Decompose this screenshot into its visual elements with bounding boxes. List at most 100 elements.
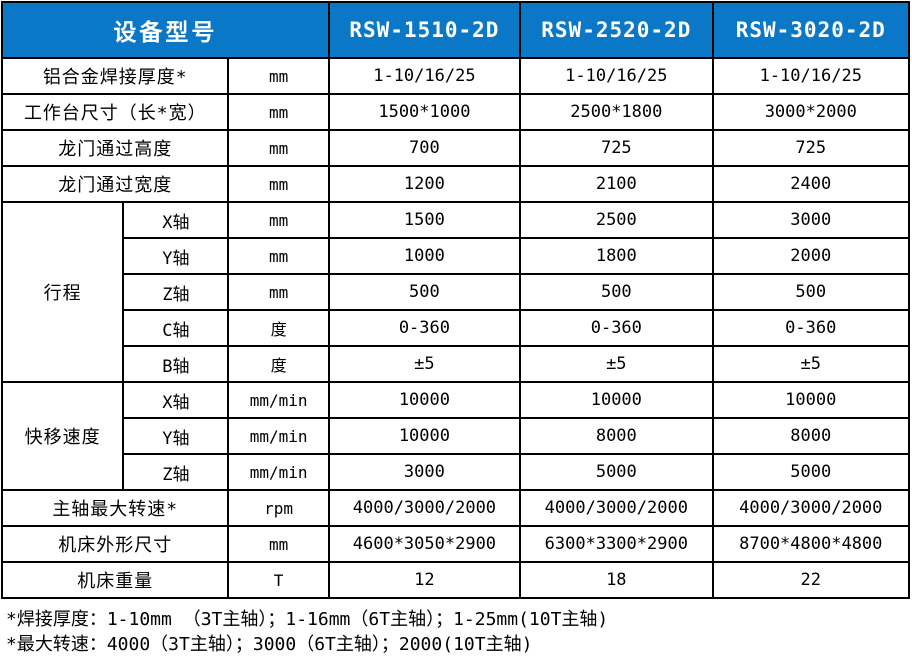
spec-table: 设备型号 RSW-1510-2D RSW-2520-2D RSW-3020-2D… — [0, 1, 911, 599]
value-cell: 1000 — [327, 237, 522, 275]
worktable-size-row: 工作台尺寸（长*宽） mm 1500*1000 2500*1800 3000*2… — [0, 93, 911, 131]
unit-cell: rpm — [227, 489, 330, 527]
value-cell: 2500*1800 — [519, 93, 714, 131]
value-cell: 12 — [327, 561, 522, 599]
axis-cell: Z轴 — [122, 273, 230, 311]
value-cell: 1500*1000 — [327, 93, 522, 131]
rapid-z-row: Z轴 mm/min 3000 5000 5000 — [2, 453, 911, 491]
value-cell: 3000*2000 — [711, 93, 911, 131]
rapid-y-row: Y轴 mm/min 10000 8000 8000 — [2, 417, 911, 455]
model-header-rsw-3020-2d: RSW-3020-2D — [711, 1, 911, 59]
value-cell: 4000/3000/2000 — [519, 489, 714, 527]
unit-cell: mm/min — [227, 381, 330, 419]
value-cell: ±5 — [711, 345, 911, 383]
value-cell: 1-10/16/25 — [519, 57, 714, 95]
axis-cell: Z轴 — [122, 453, 230, 491]
machine-size-row: 机床外形尺寸 mm 4600*3050*2900 6300*3300*2900 … — [0, 525, 911, 563]
value-cell: 18 — [519, 561, 714, 599]
value-cell: 2400 — [711, 165, 911, 203]
axis-cell: C轴 — [122, 309, 230, 347]
value-cell: 10000 — [327, 381, 522, 419]
travel-x-row: 行程 X轴 mm 1500 2500 3000 — [0, 201, 911, 383]
gantry-height-row: 龙门通过高度 mm 700 725 725 — [0, 129, 911, 167]
model-header-rsw-2520-2d: RSW-2520-2D — [519, 1, 714, 59]
unit-cell: mm/min — [227, 417, 330, 455]
unit-cell: mm — [227, 165, 330, 203]
axis-cell: X轴 — [122, 381, 230, 419]
value-cell: 2000 — [711, 237, 911, 275]
value-cell: 4600*3050*2900 — [327, 525, 522, 563]
value-cell: 725 — [519, 129, 714, 167]
footnote-max-speed: *最大转速：4000（3T主轴）；3000（6T主轴）；2000(10T主轴) — [6, 634, 533, 655]
row-label: 龙门通过高度 — [0, 129, 230, 167]
travel-c-row: C轴 度 0-360 0-360 0-360 — [2, 309, 911, 347]
row-label: 铝合金焊接厚度* — [0, 57, 230, 95]
unit-cell: mm — [227, 525, 330, 563]
value-cell: ±5 — [327, 345, 522, 383]
unit-cell: mm/min — [227, 453, 330, 491]
value-cell: 1-10/16/25 — [327, 57, 522, 95]
value-cell: 700 — [327, 129, 522, 167]
unit-cell: mm — [227, 237, 330, 275]
unit-cell: T — [227, 561, 330, 599]
gantry-width-row: 龙门通过宽度 mm 1200 2100 2400 — [0, 165, 911, 203]
value-cell: 1500 — [327, 201, 522, 239]
value-cell: 8000 — [711, 417, 911, 455]
value-cell: 500 — [327, 273, 522, 311]
value-cell: 1800 — [519, 237, 714, 275]
travel-b-row: B轴 度 ±5 ±5 ±5 — [2, 345, 911, 383]
value-cell: 8000 — [519, 417, 714, 455]
rapid-group-label: 快移速度 — [0, 381, 125, 491]
unit-cell: 度 — [227, 309, 330, 347]
axis-cell: B轴 — [122, 345, 230, 383]
value-cell: 0-360 — [327, 309, 522, 347]
value-cell: 3000 — [327, 453, 522, 491]
value-cell: 0-360 — [711, 309, 911, 347]
axis-cell: Y轴 — [122, 237, 230, 275]
value-cell: 22 — [711, 561, 911, 599]
unit-cell: 度 — [227, 345, 330, 383]
value-cell: 1-10/16/25 — [711, 57, 911, 95]
value-cell: 6300*3300*2900 — [519, 525, 714, 563]
spindle-speed-row: 主轴最大转速* rpm 4000/3000/2000 4000/3000/200… — [0, 489, 911, 527]
value-cell: 10000 — [327, 417, 522, 455]
value-cell: 10000 — [519, 381, 714, 419]
rapid-x-row: 快移速度 X轴 mm/min 10000 10000 10000 — [0, 381, 911, 491]
footnotes: *焊接厚度：1-10mm （3T主轴）；1-16mm（6T主轴）；1-25mm(… — [6, 607, 906, 657]
value-cell: 2100 — [519, 165, 714, 203]
unit-cell: mm — [227, 201, 330, 239]
machine-weight-row: 机床重量 T 12 18 22 — [0, 561, 911, 599]
value-cell: 4000/3000/2000 — [327, 489, 522, 527]
row-label: 机床外形尺寸 — [0, 525, 230, 563]
unit-cell: mm — [227, 57, 330, 95]
row-label: 工作台尺寸（长*宽） — [0, 93, 230, 131]
weld-thickness-row: 铝合金焊接厚度* mm 1-10/16/25 1-10/16/25 1-10/1… — [0, 57, 911, 95]
value-cell: 8700*4800*4800 — [711, 525, 911, 563]
value-cell: 2500 — [519, 201, 714, 239]
value-cell: 725 — [711, 129, 911, 167]
header-row: 设备型号 RSW-1510-2D RSW-2520-2D RSW-3020-2D — [1, 1, 911, 59]
model-header-rsw-1510-2d: RSW-1510-2D — [327, 1, 522, 59]
unit-cell: mm — [227, 129, 330, 167]
travel-z-row: Z轴 mm 500 500 500 — [2, 273, 911, 311]
value-cell: ±5 — [519, 345, 714, 383]
axis-cell: Y轴 — [122, 417, 230, 455]
footnote-weld-thickness: *焊接厚度：1-10mm （3T主轴）；1-16mm（6T主轴）；1-25mm(… — [6, 609, 609, 630]
row-label: 机床重量 — [0, 561, 230, 599]
axis-cell: X轴 — [122, 201, 230, 239]
value-cell: 10000 — [711, 381, 911, 419]
value-cell: 5000 — [519, 453, 714, 491]
travel-group-label: 行程 — [0, 201, 125, 383]
value-cell: 500 — [711, 273, 911, 311]
value-cell: 500 — [519, 273, 714, 311]
value-cell: 1200 — [327, 165, 522, 203]
row-label: 龙门通过宽度 — [0, 165, 230, 203]
device-model-header: 设备型号 — [1, 1, 330, 59]
value-cell: 4000/3000/2000 — [711, 489, 911, 527]
travel-y-row: Y轴 mm 1000 1800 2000 — [2, 237, 911, 275]
row-label: 主轴最大转速* — [0, 489, 230, 527]
value-cell: 0-360 — [519, 309, 714, 347]
unit-cell: mm — [227, 273, 330, 311]
value-cell: 3000 — [711, 201, 911, 239]
